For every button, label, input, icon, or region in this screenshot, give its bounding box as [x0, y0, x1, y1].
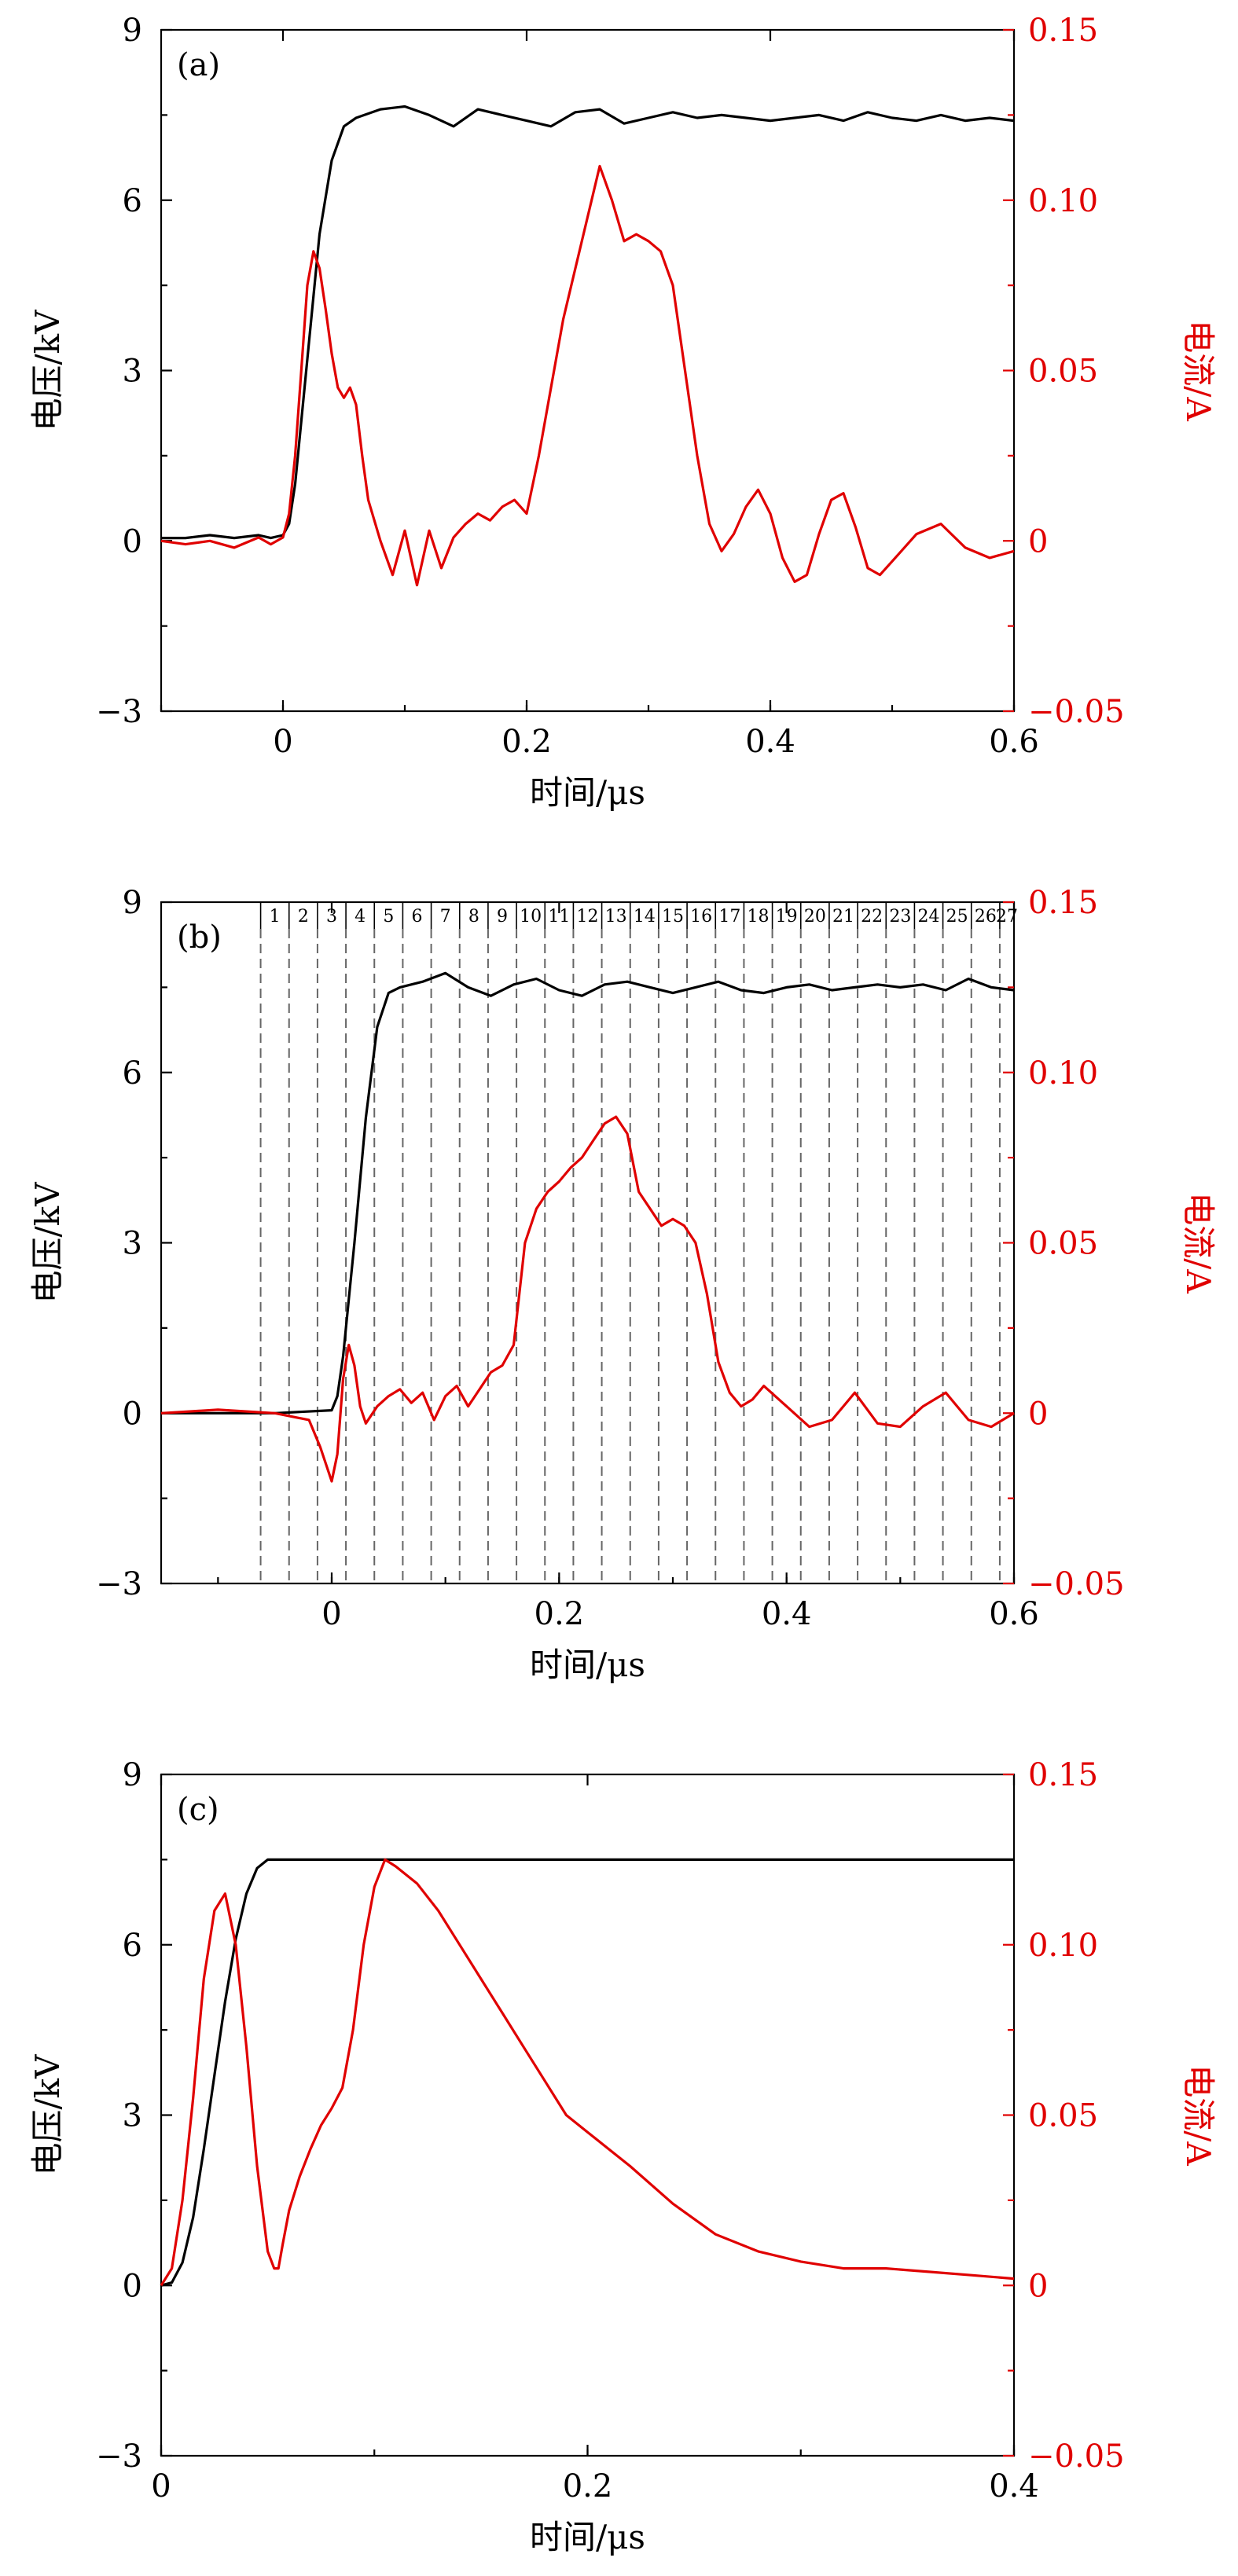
y-left-tick-label: 0 — [123, 2268, 142, 2304]
segment-label: 2 — [298, 907, 309, 927]
voltage-series-line — [160, 1858, 1014, 2287]
segment-label: 7 — [440, 907, 451, 927]
y-left-tick-label: 0 — [123, 1396, 142, 1432]
voltage-series-line — [161, 971, 1015, 1415]
y-right-tick-label: 0.10 — [1028, 1928, 1098, 1964]
y-right-tick-label: 0.15 — [1028, 885, 1098, 921]
segment-label: 6 — [412, 907, 423, 927]
y-right-tick-label: −0.05 — [1028, 2438, 1125, 2475]
y-right-tick-label: 0 — [1028, 1396, 1048, 1432]
y-left-axis-label: 电压/kV — [28, 310, 67, 431]
y-left-tick-label: 6 — [123, 1055, 142, 1092]
x-tick-label: 0.4 — [989, 2468, 1039, 2504]
plot-frame — [160, 28, 1016, 713]
x-tick-label: 0 — [151, 2468, 171, 2504]
segment-label: 13 — [605, 907, 627, 927]
x-tick-label: 0.4 — [745, 724, 795, 760]
segment-label: 3 — [326, 907, 337, 927]
x-tick-label: 0.4 — [762, 1596, 812, 1632]
x-axis-label: 时间/μs — [530, 2518, 645, 2556]
y-left-tick-label: 6 — [123, 1928, 142, 1964]
segment-label: 26 — [975, 907, 997, 927]
y-left-axis-label: 电压/kV — [28, 1182, 67, 1304]
segment-label: 23 — [889, 907, 911, 927]
y-left-tick-label: 3 — [123, 2098, 142, 2134]
segment-label: 1 — [270, 907, 281, 927]
y-left-tick-label: −3 — [96, 1566, 142, 1602]
segment-label: 25 — [946, 907, 968, 927]
x-tick-label: 0.2 — [501, 724, 552, 760]
y-right-tick-label: 0.05 — [1028, 354, 1098, 390]
y-right-tick-label: 0.15 — [1028, 1757, 1098, 1793]
y-left-tick-label: 9 — [123, 13, 142, 49]
y-right-tick-label: 0 — [1028, 2268, 1048, 2304]
segment-label: 12 — [577, 907, 599, 927]
y-left-tick-label: 3 — [123, 1226, 142, 1262]
current-series-line — [160, 164, 1015, 587]
y-right-axis-label: 电流/A — [1179, 320, 1218, 421]
y-left-tick-label: 9 — [123, 885, 142, 921]
x-tick-label: 0 — [273, 724, 292, 760]
y-right-tick-label: 0.10 — [1028, 183, 1098, 219]
y-left-tick-label: 0 — [123, 523, 142, 560]
y-left-axis-label: 电压/kV — [28, 2054, 67, 2176]
y-right-tick-label: 0 — [1028, 523, 1048, 560]
x-axis-label: 时间/μs — [530, 773, 645, 812]
y-right-tick-label: 0.15 — [1028, 13, 1098, 49]
y-left-tick-label: −3 — [96, 694, 142, 730]
x-tick-label: 0.6 — [989, 1596, 1039, 1632]
y-right-tick-label: 0.10 — [1028, 1055, 1098, 1092]
y-left-tick-label: 3 — [123, 354, 142, 390]
current-series-line — [160, 1115, 1015, 1483]
x-tick-label: 0 — [321, 1596, 341, 1632]
x-tick-label: 0.2 — [535, 1596, 585, 1632]
y-right-tick-label: 0.05 — [1028, 2098, 1098, 2134]
segment-label: 17 — [718, 907, 740, 927]
panel-c: 0 0.2 0.4−30369−0.0500.050.100.15时间/μs电压/k… — [28, 1757, 1218, 2556]
segment-label: 4 — [355, 907, 366, 927]
y-left-tick-label: −3 — [96, 2438, 142, 2475]
y-left-tick-label: 9 — [123, 1757, 142, 1793]
segment-label: 24 — [918, 907, 940, 927]
segment-dividers: 1 2 3 4 5 6 7 8 9 10 11 12 13 14 15 16 17 18 19 20 21 22 23 24 2… — [259, 902, 1018, 1583]
segment-label: 9 — [497, 907, 508, 927]
current-series-line — [160, 1858, 1015, 2287]
y-left-tick-label: 6 — [123, 183, 142, 219]
segment-label: 16 — [690, 907, 712, 927]
plot-frame — [160, 1773, 1016, 2457]
segment-label: 15 — [662, 907, 684, 927]
y-right-axis-label: 电流/A — [1179, 1192, 1218, 1294]
panel-label: (c) — [177, 1792, 219, 1828]
segment-label: 18 — [748, 907, 770, 927]
y-right-tick-label: −0.05 — [1028, 694, 1125, 730]
segment-label: 20 — [804, 907, 826, 927]
panel-label: (a) — [177, 47, 220, 83]
voltage-series-line — [161, 105, 1015, 540]
x-axis-label: 时间/μs — [530, 1646, 645, 1684]
x-tick-label: 0.2 — [563, 2468, 613, 2504]
x-tick-label: 0.6 — [989, 724, 1039, 760]
segment-label: 14 — [634, 907, 656, 927]
panel-label: (b) — [177, 919, 222, 956]
segment-label: 5 — [383, 907, 394, 927]
panel-a: 0 0.2 0.4 0.6 −3 0 3 6 9 −0.05 0 0.05 0.10 0.15 时间/μs 电… — [28, 13, 1218, 812]
y-right-tick-label: 0.05 — [1028, 1226, 1098, 1262]
segment-label: 8 — [468, 907, 479, 927]
y-right-axis-label: 电流/A — [1179, 2064, 1218, 2166]
segment-label: 21 — [832, 907, 854, 927]
segment-label: 22 — [861, 907, 883, 927]
panel-b: 1 2 3 4 5 6 7 8 9 10 11 12 13 14 15 16 17 18 19 20 21 22 23 24 2… — [28, 885, 1218, 1684]
y-right-tick-label: −0.05 — [1028, 1566, 1125, 1602]
segment-label: 10 — [520, 907, 542, 927]
